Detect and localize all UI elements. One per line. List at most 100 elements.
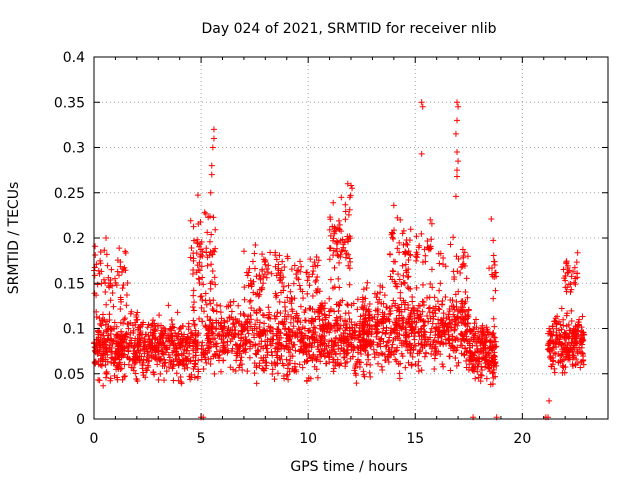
data-point [579, 313, 586, 320]
data-point [469, 360, 476, 367]
data-point [390, 235, 397, 242]
data-point [169, 321, 176, 328]
data-point [165, 302, 172, 309]
data-point [393, 324, 400, 331]
data-point [283, 356, 290, 363]
data-point [161, 363, 168, 370]
data-point [160, 351, 167, 358]
data-point [353, 380, 360, 387]
data-point [433, 339, 440, 346]
data-point [336, 325, 343, 332]
data-point [204, 313, 211, 320]
data-point [330, 252, 337, 259]
data-point [570, 344, 577, 351]
data-point [378, 318, 385, 325]
data-point [311, 363, 318, 370]
data-point [132, 321, 139, 328]
data-point [381, 313, 388, 320]
data-point [359, 294, 366, 301]
data-point [467, 327, 474, 334]
data-point [252, 342, 259, 349]
data-point [106, 311, 113, 318]
data-point [475, 358, 482, 365]
data-point [219, 348, 226, 355]
data-point [304, 335, 311, 342]
data-point [563, 260, 570, 267]
data-point [474, 363, 481, 370]
data-point [100, 382, 107, 389]
data-point [477, 378, 484, 385]
data-point [348, 319, 355, 326]
data-point [360, 312, 367, 319]
data-point [342, 201, 349, 208]
data-point [400, 241, 407, 248]
data-point [284, 255, 291, 262]
data-point [135, 335, 142, 342]
data-point [568, 273, 575, 280]
data-point [398, 350, 405, 357]
data-point [365, 328, 372, 335]
data-point [341, 348, 348, 355]
data-point [213, 325, 220, 332]
data-point [453, 298, 460, 305]
data-point [378, 300, 385, 307]
data-point [560, 364, 567, 371]
data-point [217, 302, 224, 309]
data-point [119, 376, 126, 383]
data-point [574, 270, 581, 277]
data-point [324, 349, 331, 356]
data-point [101, 247, 108, 254]
axis-ticks [93, 56, 608, 420]
data-point [155, 322, 162, 329]
data-point [379, 329, 386, 336]
data-point [450, 303, 457, 310]
data-point [416, 315, 423, 322]
data-point [300, 349, 307, 356]
data-point [376, 296, 383, 303]
data-point [125, 348, 132, 355]
data-point [179, 361, 186, 368]
data-point [256, 324, 263, 331]
data-point [555, 341, 562, 348]
data-point [280, 343, 287, 350]
data-point [340, 244, 347, 251]
data-point [377, 289, 384, 296]
data-point [113, 348, 120, 355]
data-point [397, 360, 404, 367]
data-point [328, 324, 335, 331]
data-point [232, 342, 239, 349]
data-point [459, 342, 466, 349]
data-point [314, 286, 321, 293]
data-point [304, 277, 311, 284]
data-point [405, 273, 412, 280]
data-point [100, 276, 107, 283]
data-point [368, 323, 375, 330]
data-point [220, 339, 227, 346]
data-point [207, 213, 214, 220]
data-point [546, 328, 553, 335]
data-point [547, 354, 554, 361]
data-point [249, 327, 256, 334]
data-point [337, 315, 344, 322]
data-point [394, 245, 401, 252]
data-point [426, 342, 433, 349]
data-point [472, 375, 479, 382]
data-point [322, 324, 329, 331]
data-point [443, 340, 450, 347]
data-point [486, 265, 493, 272]
data-point [206, 252, 213, 259]
data-point [580, 353, 587, 360]
data-point [110, 338, 117, 345]
data-point [422, 336, 429, 343]
data-point [257, 276, 264, 283]
data-point [169, 332, 176, 339]
data-point [394, 344, 401, 351]
data-point [403, 319, 410, 326]
data-point [471, 320, 478, 327]
data-point [561, 369, 568, 376]
data-point [571, 328, 578, 335]
data-point [242, 319, 249, 326]
data-point [213, 319, 220, 326]
data-point [149, 321, 156, 328]
